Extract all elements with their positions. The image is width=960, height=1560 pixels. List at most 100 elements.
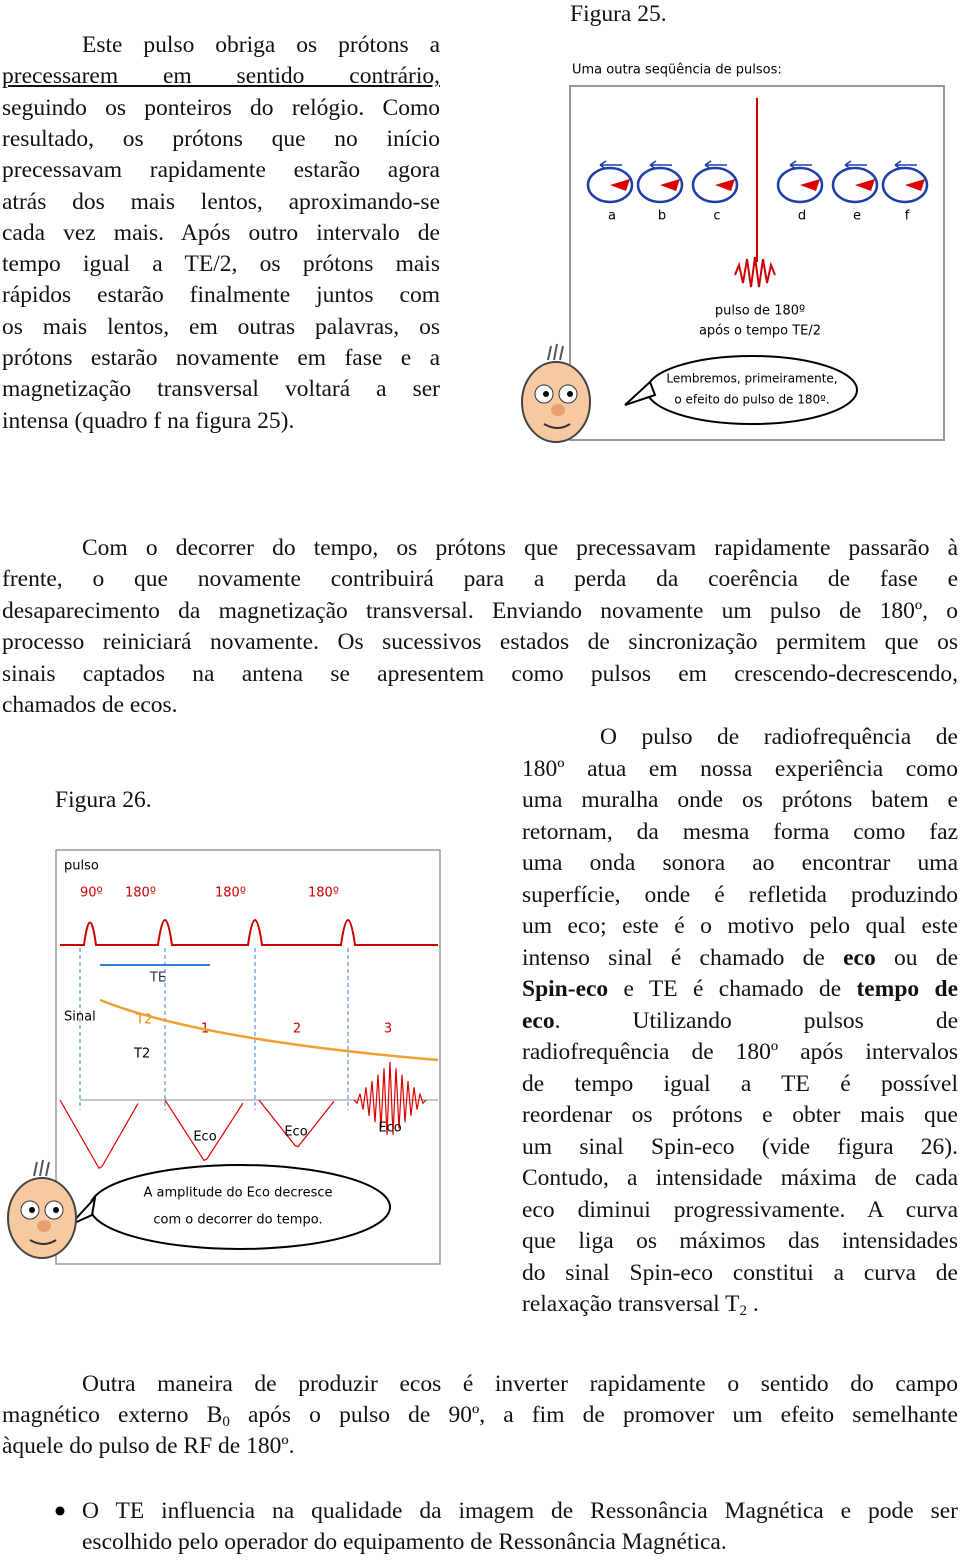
text-run: após o pulso de 90º, a fim de promover u…: [229, 1402, 958, 1428]
text-run: retornam, da mesma forma como faz: [522, 818, 958, 845]
pupil: [29, 1207, 35, 1213]
text-line: O pulso de radiofrequência de: [600, 721, 958, 753]
label: Eco: [284, 1125, 307, 1140]
text-line: frente, o que novamente contribuirá para…: [2, 563, 958, 595]
text-line: os mais lentos, em outras palavras, os: [2, 311, 440, 343]
text-run: sinais captados na antena se apresentem …: [2, 660, 958, 687]
frame-label: f: [905, 209, 910, 224]
text-run: magnetização transversal voltará a ser: [2, 376, 440, 403]
text-line: Spin-eco e TE é chamado de tempo de: [522, 973, 958, 1005]
text-run: chamados de ecos.: [2, 692, 178, 718]
text-run: relaxação transversal T: [522, 1291, 740, 1317]
echo: [164, 1099, 244, 1162]
text-line: resultado, os prótons que no início: [2, 123, 440, 155]
label: 180º: [308, 886, 339, 901]
text-line: precessavam rapidamente estarão agora: [2, 154, 440, 186]
text-run: intensa (quadro f na figura 25).: [2, 407, 295, 434]
figure-header: Uma outra seqüência de pulsos:: [572, 63, 782, 78]
text-run: reordenar os prótons e obter mais que: [522, 1102, 958, 1128]
face: [7, 1177, 77, 1259]
label: 90º: [80, 886, 103, 901]
text-run: 180º atua em nossa experiência como: [522, 755, 958, 782]
label: Eco: [378, 1121, 401, 1136]
text-line: magnetização transversal voltará a ser: [2, 373, 440, 405]
text-run: intenso sinal é chamado de: [522, 944, 844, 971]
text-line: retornam, da mesma forma como faz: [522, 816, 958, 848]
text-line: relaxação transversal T2 .: [522, 1288, 958, 1320]
text-run: rápidos estarão finalmente juntos com: [2, 282, 440, 309]
text-run: 2: [739, 1303, 747, 1319]
arrow: [844, 160, 867, 170]
text-line: escolhido pelo operador do equipamento d…: [82, 1526, 958, 1558]
text-run: .: [746, 1291, 759, 1317]
text-line: radiofrequência de 180º após intervalos: [522, 1036, 958, 1068]
label: 180º: [215, 886, 246, 901]
text-run: Outra maneira de produzir ecos é inverte…: [82, 1371, 958, 1397]
text-run: desaparecimento da magnetização transver…: [2, 597, 958, 624]
text-line: do sinal Spin-eco constitui a curva de: [522, 1257, 958, 1289]
text-line: de tempo igual a TE é possível: [522, 1068, 958, 1100]
text-run: O TE influencia na qualidade da imagem d…: [82, 1498, 958, 1524]
label: 3: [384, 1022, 392, 1037]
figure-25: Uma outra seqüência de pulsos: a b c d e f pu…: [521, 63, 945, 443]
text-run: ou de: [875, 944, 958, 971]
echo: [59, 1099, 139, 1170]
text-run: precessavam rapidamente estarão agora: [2, 157, 440, 184]
bullet-dot: [55, 1506, 65, 1516]
text-run: eco diminui progressivamente. A curva: [522, 1196, 958, 1223]
bubble-text: com o decorrer do tempo.: [153, 1213, 322, 1228]
text-line: tempo igual a TE/2, os prótons mais: [2, 248, 440, 280]
text-run: de tempo igual a TE é possível: [522, 1070, 958, 1097]
arrow: [704, 160, 727, 170]
text-run: magnético externo B: [2, 1402, 223, 1428]
hair: [547, 343, 564, 361]
bubble-text: o efeito do pulso de 180º.: [674, 393, 829, 407]
text-run: prótons estarão novamente em fase e a: [2, 345, 440, 371]
text-line: O TE influencia na qualidade da imagem d…: [82, 1495, 958, 1527]
text-line: um sinal Spin-eco (vide figura 26).: [522, 1131, 958, 1163]
pupil: [53, 1207, 59, 1213]
spin-wedge: [905, 179, 925, 191]
text-line: um eco; este é o motivo pelo qual este: [522, 910, 958, 942]
text-line: sinais captados na antena se apresentem …: [2, 658, 958, 690]
text-line: chamados de ecos.: [2, 689, 958, 721]
arrow: [649, 160, 672, 170]
text-line: uma onda sonora ao encontrar uma: [522, 847, 958, 879]
label: T2: [133, 1047, 150, 1062]
echo: [258, 1099, 335, 1148]
text-line: que liga os máximos das intensidades: [522, 1225, 958, 1257]
label: TE: [149, 971, 166, 986]
text-line: intenso sinal é chamado de eco ou de: [522, 942, 958, 974]
text-line: Com o decorrer do tempo, os prótons que …: [82, 532, 958, 564]
label: pulso: [64, 859, 99, 874]
text-run: do sinal Spin-eco constitui a curva de: [522, 1259, 958, 1286]
mouth: [29, 1239, 57, 1245]
figure-26: pulso 90º 180º 180º 180º TE Sinal T2 T2 …: [7, 849, 441, 1265]
bubble-text: Lembremos, primeiramente,: [666, 372, 837, 386]
text-run: àquele do pulso de RF de 180º.: [2, 1433, 295, 1459]
text-line: 180º atua em nossa experiência como: [522, 753, 958, 785]
text-line: Contudo, a intensidade máxima de cada: [522, 1162, 958, 1194]
face: [521, 361, 591, 443]
label: Sinal: [64, 1010, 96, 1025]
pulse-label: pulso de 180º: [715, 304, 805, 319]
text-run: eco: [522, 1007, 555, 1034]
text-line: magnético externo B0 após o pulso de 90º…: [2, 1399, 958, 1431]
text-run: uma onda sonora ao encontrar uma: [522, 850, 958, 876]
frame-label: c: [713, 209, 720, 224]
label: Eco: [193, 1130, 216, 1145]
spin-wedge: [715, 179, 735, 191]
frame-label: e: [853, 209, 861, 224]
text-line: desaparecimento da magnetização transver…: [2, 595, 958, 627]
nose: [551, 404, 565, 416]
label: 180º: [125, 886, 156, 901]
text-line: precessarem em sentido contrário,: [2, 60, 440, 92]
spin-wedge: [610, 179, 630, 191]
text-run: tempo igual a TE/2, os prótons mais: [2, 251, 440, 278]
figure-caption: Figura 25.: [570, 1, 667, 27]
text-run: os mais lentos, em outras palavras, os: [2, 313, 440, 340]
text-line: prótons estarão novamente em fase e a: [2, 342, 440, 374]
pulse-label: após o tempo TE/2: [699, 324, 821, 339]
